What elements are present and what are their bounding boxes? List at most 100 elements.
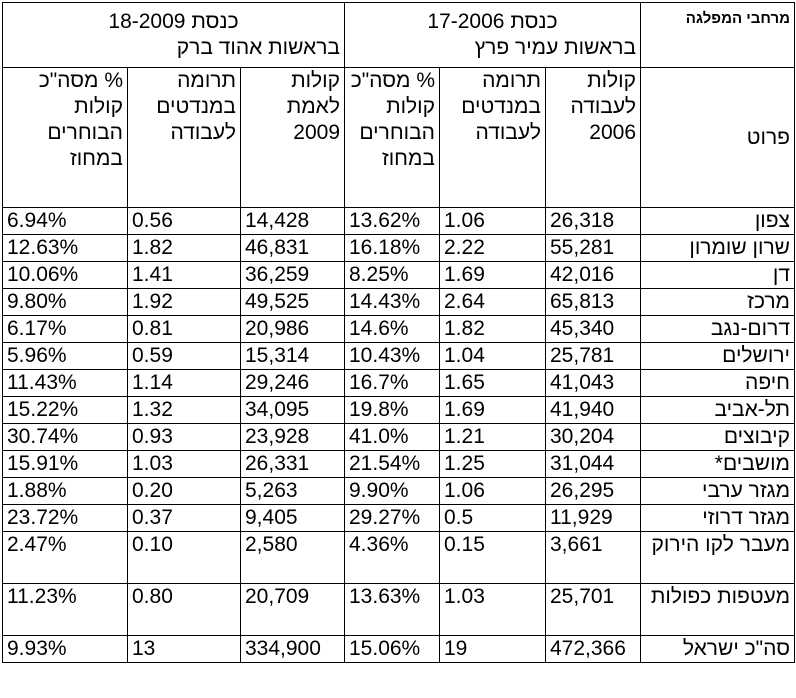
region-name-cell: סה"כ ישראל	[640, 635, 795, 663]
table-row: שרון שומרון 55,281 2.22 16.18% 46,831 1.82 12.…	[2, 234, 795, 262]
pct-2009-cell: 1.88%	[2, 477, 128, 505]
region-name-cell: מרכז	[640, 288, 795, 316]
contrib-2009-cell: 1.03	[127, 450, 241, 478]
votes-2009-cell: 49,525	[240, 288, 345, 316]
contrib-2009-cell: 1.82	[127, 234, 241, 262]
table-row: מעבר לקו הירוק 3,661 0.15 4.36% 2,580 0.10 2.4…	[2, 531, 795, 584]
votes-2009-cell: 26,331	[240, 450, 345, 478]
pct-2009-cell: 6.94%	[2, 207, 128, 235]
table-row: חיפה 41,043 1.65 16.7% 29,246 1.14 11.43%	[2, 369, 795, 397]
contrib-2006-cell: 1.65	[439, 369, 546, 397]
region-name-cell: מגזר ערבי	[640, 477, 795, 505]
region-name-cell: חיפה	[640, 369, 795, 397]
knesset17-subtitle: בראשות עמיר פרץ	[474, 36, 636, 59]
votes-2006-cell: 41,940	[545, 396, 641, 424]
contrib-2006-cell: 0.15	[439, 531, 546, 584]
contrib-2009-cell: 0.10	[127, 531, 241, 584]
contrib-2006-cell: 1.06	[439, 477, 546, 505]
region-name-cell: תל-אביב	[640, 396, 795, 424]
region-name-cell: מעבר לקו הירוק	[640, 531, 795, 584]
knesset17-title: כנסת 17-2006	[427, 10, 558, 33]
contrib-2009-cell: 1.14	[127, 369, 241, 397]
votes-2006-cell: 3,661	[545, 531, 641, 584]
votes-2009-cell: 20,709	[240, 583, 345, 636]
votes-2006-cell: 42,016	[545, 261, 641, 289]
col-header-pct2006: % מסה"כ קולות הבוחרים במחוז	[344, 67, 440, 208]
pct-2009-cell: 23.72%	[2, 504, 128, 532]
contrib-2006-cell: 2.64	[439, 288, 546, 316]
contrib-2009-cell: 0.93	[127, 423, 241, 451]
votes-2009-cell: 36,259	[240, 261, 345, 289]
pct-2006-cell: 14.43%	[344, 288, 440, 316]
contrib-2006-cell: 1.25	[439, 450, 546, 478]
pct-2006-cell: 9.90%	[344, 477, 440, 505]
pct-2006-cell: 10.43%	[344, 342, 440, 370]
pct-2006-cell: 15.06%	[344, 635, 440, 663]
contrib-2006-cell: 19	[439, 635, 546, 663]
pct-2006-cell: 4.36%	[344, 531, 440, 584]
region-name-cell: קיבוצים	[640, 423, 795, 451]
table-row: מושבים* 31,044 1.25 21.54% 26,331 1.03 15.91%	[2, 450, 795, 478]
contrib-2006-cell: 1.69	[439, 396, 546, 424]
pct-2009-cell: 10.06%	[2, 261, 128, 289]
contrib-2006-cell: 0.5	[439, 504, 546, 532]
pct-2009-cell: 15.22%	[2, 396, 128, 424]
pct-2006-cell: 29.27%	[344, 504, 440, 532]
votes-2009-cell: 23,928	[240, 423, 345, 451]
contrib-2006-cell: 1.04	[439, 342, 546, 370]
contrib-2009-cell: 1.41	[127, 261, 241, 289]
pct-2009-cell: 6.17%	[2, 315, 128, 343]
contrib-2009-cell: 1.92	[127, 288, 241, 316]
pct-2009-cell: 11.43%	[2, 369, 128, 397]
contrib-2006-cell: 2.22	[439, 234, 546, 262]
contrib-2009-cell: 0.37	[127, 504, 241, 532]
region-name-cell: צפון	[640, 207, 795, 235]
pct-2006-cell: 13.62%	[344, 207, 440, 235]
contrib-2009-cell: 0.59	[127, 342, 241, 370]
table-row: מגזר דרוזי 11,929 0.5 29.27% 9,405 0.37 23.72%	[2, 504, 795, 532]
region-name-cell: מושבים*	[640, 450, 795, 478]
votes-2006-cell: 26,318	[545, 207, 641, 235]
col-header-detail: פרוט	[640, 67, 795, 208]
contrib-2006-cell: 1.21	[439, 423, 546, 451]
contrib-2009-cell: 0.81	[127, 315, 241, 343]
region-name-cell: דן	[640, 261, 795, 289]
pct-2009-cell: 2.47%	[2, 531, 128, 584]
region-name-cell: דרום-נגב	[640, 315, 795, 343]
contrib-2006-cell: 1.06	[439, 207, 546, 235]
pct-2006-cell: 13.63%	[344, 583, 440, 636]
region-name-cell: ירושלים	[640, 342, 795, 370]
votes-2006-cell: 26,295	[545, 477, 641, 505]
col-header-contrib2006: תרומה במנדטים לעבודה	[439, 67, 546, 208]
votes-2006-cell: 55,281	[545, 234, 641, 262]
col-header-contrib2009: תרומה במנדטים לעבודה	[127, 67, 241, 208]
votes-2009-cell: 29,246	[240, 369, 345, 397]
votes-2009-cell: 15,314	[240, 342, 345, 370]
contrib-2009-cell: 0.56	[127, 207, 241, 235]
election-results-table: מרחבי המפלגה כנסת 17-2006 בראשות עמיר פר…	[2, 2, 795, 663]
contrib-2009-cell: 13	[127, 635, 241, 663]
table-row: מגזר ערבי 26,295 1.06 9.90% 5,263 0.20 1.88%	[2, 477, 795, 505]
votes-2006-cell: 472,366	[545, 635, 641, 663]
contrib-2006-cell: 1.82	[439, 315, 546, 343]
votes-2009-cell: 9,405	[240, 504, 345, 532]
col-header-pct2009: % מסה"כ קולות הבוחרים במחוז	[2, 67, 128, 208]
votes-2009-cell: 5,263	[240, 477, 345, 505]
pct-2009-cell: 15.91%	[2, 450, 128, 478]
votes-2006-cell: 25,781	[545, 342, 641, 370]
pct-2006-cell: 19.8%	[344, 396, 440, 424]
table-row: דרום-נגב 45,340 1.82 14.6% 20,986 0.81 6.17%	[2, 315, 795, 343]
contrib-2006-cell: 1.03	[439, 583, 546, 636]
votes-2009-cell: 20,986	[240, 315, 345, 343]
table-row: ירושלים 25,781 1.04 10.43% 15,314 0.59 5.96%	[2, 342, 795, 370]
votes-2006-cell: 11,929	[545, 504, 641, 532]
region-header: מרחבי המפלגה	[640, 2, 795, 68]
contrib-2009-cell: 0.20	[127, 477, 241, 505]
region-name-cell: מעטפות כפולות	[640, 583, 795, 636]
pct-2006-cell: 16.18%	[344, 234, 440, 262]
table-row: תל-אביב 41,940 1.69 19.8% 34,095 1.32 15.22%	[2, 396, 795, 424]
knesset18-header: כנסת 18-2009 בראשות אהוד ברק	[2, 2, 345, 68]
pct-2009-cell: 5.96%	[2, 342, 128, 370]
col-header-votes2009: קולות לאמת 2009	[240, 67, 345, 208]
pct-2006-cell: 8.25%	[344, 261, 440, 289]
